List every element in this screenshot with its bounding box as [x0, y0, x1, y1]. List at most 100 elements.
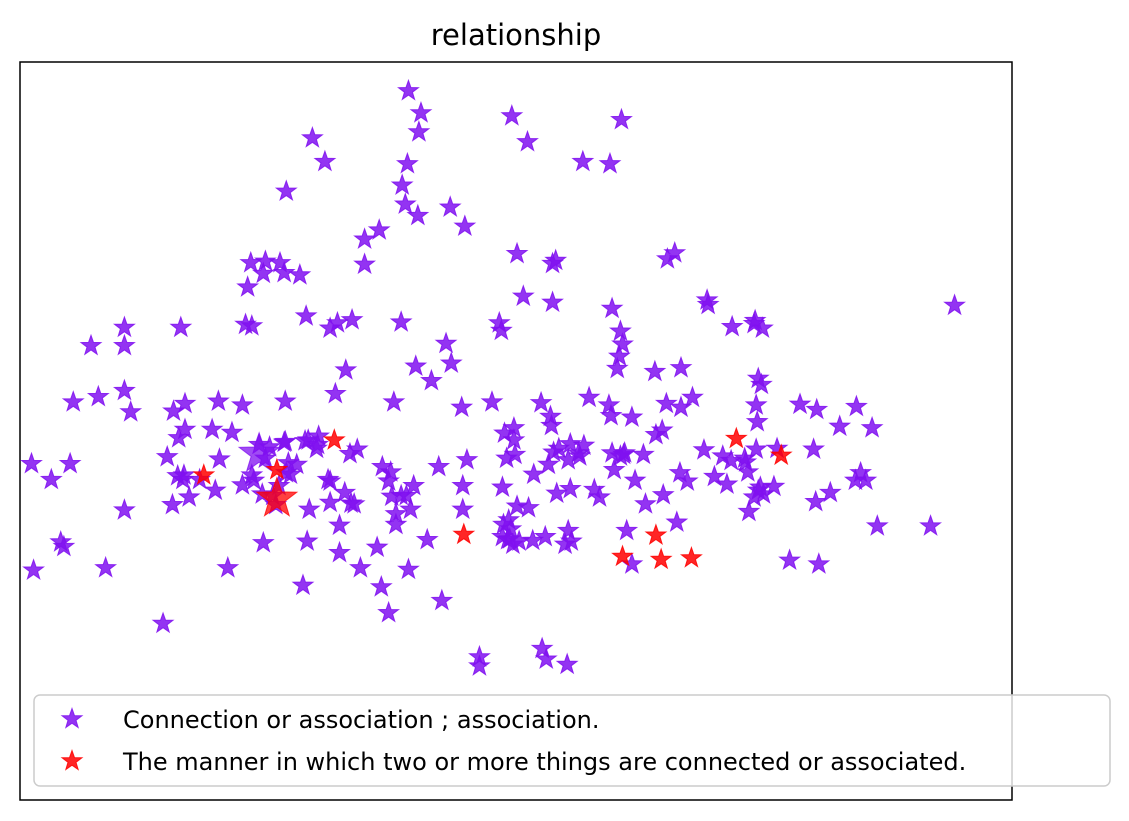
- data-point-series-1: [318, 316, 342, 339]
- data-point-series-1: [598, 151, 622, 174]
- data-point-series-1: [751, 316, 774, 339]
- data-point-series-1: [58, 451, 82, 474]
- data-point-series-1: [119, 399, 143, 422]
- data-point-series-1: [807, 552, 831, 574]
- data-point-series-1: [602, 457, 626, 480]
- data-point-series-1: [487, 310, 511, 333]
- data-point-series-1: [451, 473, 475, 496]
- data-point-series-1: [353, 252, 377, 275]
- data-point-series-1: [112, 378, 136, 401]
- data-point-series-1: [744, 393, 768, 415]
- highlight-point-series-2: [255, 476, 299, 517]
- data-point-series-1: [297, 497, 321, 520]
- points-layer: [20, 78, 966, 676]
- data-point-series-1: [588, 485, 611, 507]
- data-point-series-1: [558, 431, 582, 454]
- data-point-series-1: [536, 452, 560, 475]
- data-point-series-1: [702, 464, 726, 487]
- data-point-series-1: [291, 573, 315, 596]
- data-point-series-1: [151, 611, 175, 634]
- data-point-series-1: [533, 524, 557, 547]
- data-point-series-1: [505, 494, 529, 517]
- data-point-series-1: [720, 314, 744, 337]
- data-point-series-1: [397, 78, 420, 101]
- data-point-series-1: [860, 415, 884, 438]
- data-point-series-1: [318, 490, 342, 513]
- data-point-series-1: [323, 381, 347, 404]
- data-point-series-1: [599, 403, 623, 426]
- data-point-series-1: [220, 420, 244, 443]
- data-point-series-1: [419, 368, 443, 391]
- data-point-series-1: [20, 451, 43, 474]
- data-point-series-1: [253, 249, 277, 272]
- data-point-series-1: [306, 432, 330, 455]
- data-point-series-1: [745, 409, 769, 432]
- data-point-series-1: [715, 472, 739, 494]
- data-point-series-1: [384, 512, 408, 535]
- data-point-series-1: [427, 454, 451, 477]
- data-point-series-1: [600, 296, 624, 319]
- data-point-series-1: [511, 284, 535, 307]
- data-point-series-1: [654, 391, 678, 414]
- data-point-series-1: [544, 248, 568, 271]
- data-point-series-1: [272, 260, 296, 283]
- data-point-series-1: [692, 437, 716, 460]
- data-point-series-1: [155, 444, 179, 467]
- data-point-series-1: [611, 332, 634, 354]
- data-point-series-2: [322, 428, 346, 450]
- data-point-series-1: [843, 468, 867, 491]
- data-point-series-1: [502, 428, 526, 450]
- data-point-series-1: [173, 391, 197, 414]
- data-point-series-1: [353, 227, 377, 250]
- data-point-series-1: [540, 413, 563, 436]
- data-point-series-1: [397, 557, 420, 580]
- data-point-series-1: [805, 397, 829, 420]
- data-point-series-1: [665, 510, 689, 533]
- data-point-series-1: [208, 447, 231, 469]
- data-point-series-1: [451, 497, 475, 520]
- data-point-series-1: [499, 517, 523, 539]
- data-point-series-1: [597, 393, 621, 415]
- data-point-series-1: [434, 331, 458, 354]
- data-point-series-1: [468, 654, 491, 676]
- data-point-series-1: [788, 392, 812, 415]
- data-point-series-1: [274, 179, 298, 202]
- data-point-series-1: [615, 518, 639, 541]
- data-point-series-1: [438, 195, 462, 218]
- data-point-series-1: [802, 437, 826, 459]
- data-point-series-1: [762, 474, 786, 497]
- data-point-series-1: [399, 497, 422, 520]
- data-point-series-1: [112, 333, 136, 356]
- data-point-series-1: [94, 555, 118, 578]
- data-point-series-1: [415, 527, 439, 550]
- data-point-series-1: [328, 513, 351, 536]
- data-point-series-1: [644, 422, 668, 445]
- data-point-series-1: [39, 467, 63, 490]
- data-point-series-1: [334, 358, 358, 380]
- data-point-series-1: [395, 151, 419, 174]
- data-point-series-1: [279, 462, 302, 485]
- data-point-series-1: [610, 107, 633, 130]
- data-point-series-1: [365, 535, 389, 558]
- data-point-series-1: [643, 359, 667, 382]
- data-point-series-1: [79, 333, 103, 356]
- data-point-series-1: [572, 433, 596, 456]
- data-point-series-1: [230, 472, 254, 495]
- data-point-series-1: [295, 529, 319, 552]
- data-point-series-1: [495, 446, 519, 469]
- data-point-series-1: [382, 390, 406, 412]
- data-point-series-1: [490, 475, 514, 498]
- data-point-series-1: [216, 555, 240, 578]
- data-point-series-1: [251, 261, 275, 284]
- data-point-series-1: [818, 480, 842, 503]
- data-point-series-1: [339, 491, 363, 514]
- data-point-series-1: [681, 385, 704, 408]
- data-point-series-1: [522, 462, 546, 485]
- data-point-series-1: [605, 356, 629, 379]
- data-point-series-1: [173, 417, 197, 440]
- data-point-series-1: [541, 290, 564, 313]
- data-point-series-1: [844, 394, 868, 417]
- data-point-series-1: [517, 495, 540, 518]
- data-point-series-1: [556, 518, 580, 541]
